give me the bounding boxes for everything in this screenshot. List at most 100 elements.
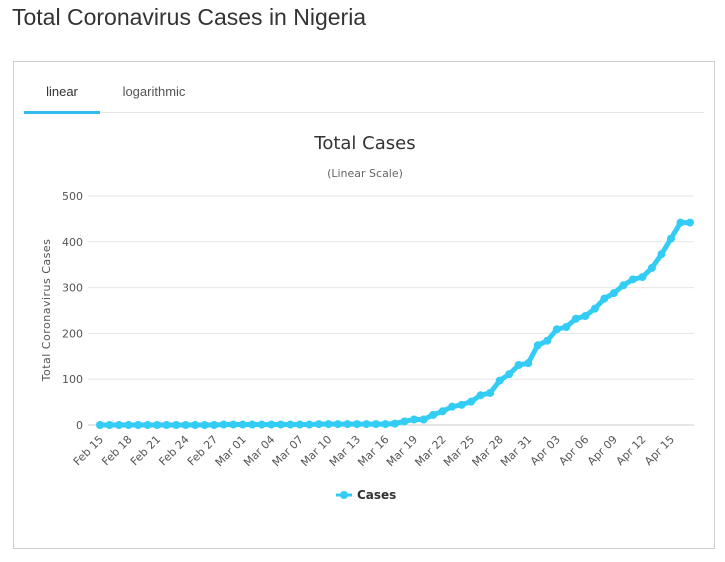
chart-title: Total Cases	[313, 133, 415, 154]
data-point[interactable]	[590, 304, 599, 313]
data-point[interactable]	[457, 400, 466, 409]
legend[interactable]: Cases	[336, 488, 396, 502]
x-tick-label: Feb 24	[156, 433, 191, 468]
data-point[interactable]	[552, 325, 561, 334]
data-point[interactable]	[115, 421, 124, 429]
data-point[interactable]	[391, 419, 399, 428]
data-point[interactable]	[286, 420, 295, 429]
x-tick-label: Mar 22	[412, 433, 448, 469]
data-point[interactable]	[657, 250, 666, 259]
scale-tabs: linear logarithmic	[24, 76, 704, 114]
x-tick-label: Apr 09	[585, 433, 620, 468]
data-point[interactable]	[172, 421, 181, 429]
y-tick-label: 500	[62, 190, 83, 203]
data-point[interactable]	[314, 420, 323, 429]
data-point[interactable]	[105, 421, 114, 429]
data-point[interactable]	[143, 421, 152, 429]
data-point[interactable]	[600, 294, 609, 303]
x-tick-label: Mar 16	[355, 433, 391, 469]
data-point[interactable]	[486, 388, 495, 397]
grid-lines	[88, 195, 694, 426]
x-tick-label: Mar 01	[213, 433, 249, 469]
data-point[interactable]	[400, 417, 409, 426]
x-tick-label: Apr 12	[614, 433, 649, 468]
data-point[interactable]	[619, 281, 628, 290]
y-tick-label: 300	[62, 282, 83, 295]
data-point[interactable]	[191, 421, 200, 429]
x-tick-label: Feb 18	[99, 433, 134, 468]
y-axis-label: Total Coronavirus Cases	[40, 239, 53, 383]
data-point[interactable]	[533, 341, 542, 350]
data-point[interactable]	[124, 421, 133, 429]
data-point[interactable]	[686, 218, 694, 227]
data-point[interactable]	[305, 420, 314, 429]
data-point[interactable]	[238, 420, 247, 429]
tab-logarithmic[interactable]: logarithmic	[122, 84, 186, 99]
data-point[interactable]	[638, 273, 647, 282]
data-point[interactable]	[276, 420, 285, 429]
data-point[interactable]	[514, 361, 523, 370]
y-tick-labels: 0 100 200 300 400 500	[62, 190, 83, 432]
x-tick-label: Mar 31	[498, 433, 534, 469]
legend-label-cases: Cases	[357, 488, 396, 502]
data-point[interactable]	[153, 421, 162, 429]
tab-linear[interactable]: linear	[24, 84, 100, 114]
data-point[interactable]	[96, 421, 104, 429]
x-tick-label: Mar 19	[384, 433, 420, 469]
data-point[interactable]	[666, 234, 675, 243]
x-tick-label: Apr 15	[642, 433, 677, 468]
data-point[interactable]	[219, 420, 228, 429]
data-point[interactable]	[371, 420, 380, 429]
data-point[interactable]	[295, 420, 304, 429]
data-point[interactable]	[562, 322, 571, 331]
chart-panel: linear logarithmic	[13, 61, 715, 549]
data-point[interactable]	[609, 289, 618, 298]
data-point[interactable]	[476, 391, 485, 400]
x-tick-label: Mar 10	[298, 433, 334, 469]
data-point[interactable]	[200, 421, 209, 429]
data-point[interactable]	[429, 410, 438, 419]
legend-marker	[340, 491, 348, 499]
data-point[interactable]	[381, 420, 390, 429]
data-point[interactable]	[467, 397, 476, 406]
x-tick-label: Mar 07	[270, 433, 306, 469]
data-point[interactable]	[248, 420, 257, 429]
x-tick-label: Mar 04	[241, 433, 277, 469]
data-point[interactable]	[343, 420, 352, 429]
data-point[interactable]	[333, 420, 342, 429]
data-point[interactable]	[505, 370, 514, 379]
data-point[interactable]	[410, 415, 419, 424]
series-line-cases	[97, 220, 693, 428]
data-point[interactable]	[628, 275, 637, 284]
data-point[interactable]	[134, 421, 143, 429]
data-point[interactable]	[324, 420, 333, 429]
data-point[interactable]	[419, 415, 428, 424]
chart-subtitle: (Linear Scale)	[327, 167, 403, 180]
data-point[interactable]	[647, 263, 656, 272]
x-tick-label: Apr 03	[528, 433, 563, 468]
data-point[interactable]	[229, 420, 238, 429]
data-point[interactable]	[257, 420, 266, 429]
data-point[interactable]	[352, 420, 361, 429]
data-point[interactable]	[181, 421, 190, 429]
data-point[interactable]	[676, 218, 685, 227]
x-tick-label: Mar 28	[470, 433, 506, 469]
data-point[interactable]	[362, 420, 371, 429]
y-tick-label: 400	[62, 236, 83, 249]
data-point[interactable]	[162, 421, 171, 429]
data-point[interactable]	[571, 314, 580, 323]
data-point[interactable]	[524, 359, 533, 368]
data-point[interactable]	[267, 420, 276, 429]
data-point[interactable]	[581, 311, 590, 320]
x-tick-label: Apr 06	[556, 433, 591, 468]
y-tick-label: 0	[76, 419, 83, 432]
data-point[interactable]	[495, 376, 504, 385]
data-point[interactable]	[448, 402, 457, 411]
data-point[interactable]	[210, 421, 219, 429]
y-tick-label: 100	[62, 373, 83, 386]
data-point[interactable]	[438, 407, 447, 416]
x-tick-label: Feb 21	[128, 433, 163, 468]
data-point[interactable]	[543, 336, 552, 345]
